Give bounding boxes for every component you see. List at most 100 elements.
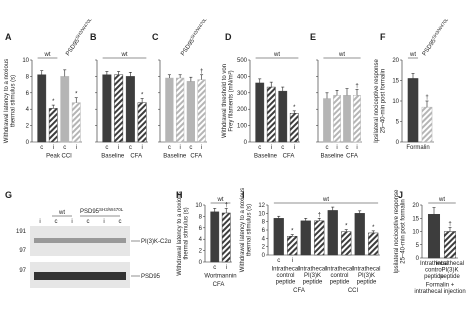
y-tick-label: 20 [392, 58, 399, 64]
band-label: PI(3)K-C2α [141, 239, 172, 245]
lane-label: c [87, 219, 90, 225]
group-label: Intrathecal control peptide [325, 267, 353, 286]
group-label: CFA [190, 154, 202, 160]
y-axis-label: Ipsilateral nociceptive response25–40-mi… [374, 58, 387, 142]
group-label-outer: CFA [293, 288, 305, 294]
bar [221, 212, 231, 263]
lane-label: i [39, 219, 40, 225]
x-tick-label: c [40, 145, 43, 151]
size-marker: 97 [19, 268, 26, 274]
y-tick-label: 500 [237, 58, 248, 64]
bar [314, 220, 325, 256]
x-tick-label: i [53, 145, 54, 151]
y-tick-label: 8 [26, 74, 30, 80]
x-tick-label: Intrathecal PI(3)K peptide [436, 261, 464, 280]
y-axis-label-line: thermal stimulus (s) [184, 207, 190, 259]
group-label: Intrathecal PI(3)K peptide [298, 267, 326, 286]
y-tick-label: 0 [199, 260, 203, 266]
lane-label: i [103, 219, 104, 225]
y-tick-label: 8 [199, 214, 203, 220]
group-header: wt [409, 52, 416, 58]
x-tick-label: c [326, 145, 329, 151]
y-tick-label: 4 [262, 236, 266, 242]
x-tick-label: i [118, 145, 119, 151]
x-tick-label: c [258, 145, 261, 151]
panel-letter: I [242, 190, 245, 200]
bar [353, 95, 361, 143]
bar [114, 74, 124, 143]
bar [71, 102, 81, 143]
bar [266, 86, 276, 143]
y-axis-label-line: Frey filaments (mN/m²) [229, 70, 235, 131]
y-tick-label: 300 [237, 91, 248, 97]
y-axis-label-line: Ipsilateral nociceptive response [374, 58, 380, 142]
panel-letter: E [310, 32, 316, 42]
group-label-line: peptide [303, 280, 323, 286]
significance-marker: * [75, 92, 78, 98]
bar [323, 98, 331, 143]
x-tick-label-line: peptide [440, 274, 460, 280]
y-tick-label: 100 [237, 124, 248, 130]
y-axis-label-line: Withdrawal latency to a noxious [4, 59, 10, 143]
y-tick-label: 400 [237, 74, 248, 80]
blot-header: wt [58, 210, 65, 216]
panel-letter: G [5, 190, 12, 200]
y-tick-label: 0 [396, 140, 400, 146]
y-axis-label: Ipsilateral nociceptive response25–40-mi… [394, 189, 407, 273]
blot-header: PSD95SH3/W470L [80, 207, 124, 215]
bar [197, 79, 206, 143]
size-marker: 191 [16, 229, 27, 235]
bar [102, 74, 112, 143]
group-label: CFA [130, 154, 142, 160]
size-marker: 97 [19, 248, 26, 254]
x-tick-label: i [76, 145, 77, 151]
significance-marker: † [225, 202, 228, 208]
significance-marker: * [291, 229, 294, 235]
group-header-text: PSD95 [65, 38, 81, 58]
y-axis-label-line: 25–40-min post formalin [381, 69, 387, 133]
x-tick-label: i [179, 145, 180, 151]
panel-letter: H [176, 190, 183, 200]
y-axis-label: Withdrawal latency to a noxiousthermal s… [4, 59, 17, 143]
bar [287, 236, 298, 256]
band-label: PSD95 [141, 274, 161, 280]
group-header: wt [217, 197, 224, 203]
lane-label: c [119, 219, 122, 225]
y-tick-label: 4 [199, 237, 203, 243]
bar [368, 232, 379, 256]
significance-marker: * [293, 105, 296, 111]
y-tick-label: 0 [416, 256, 420, 262]
group-label: Baseline [320, 154, 344, 160]
y-axis-label-line: Withdrawal latency to a noxious [177, 191, 183, 275]
bar [176, 77, 185, 143]
y-tick-label: 5 [396, 120, 400, 126]
panel-letter: B [90, 32, 97, 42]
x-tick-label: i [292, 258, 293, 264]
y-tick-label: 10 [258, 211, 265, 217]
y-axis-label-line: Withdrawal latency to a noxious [240, 188, 246, 272]
group-label: Baseline [101, 154, 125, 160]
group-header: wt [273, 52, 280, 58]
group-label: Intrathecal control peptide [271, 267, 299, 286]
group-label: Baseline [254, 154, 278, 160]
x-tick-label: i [356, 145, 357, 151]
x-axis-label: CFA [213, 282, 225, 288]
panel-letter: A [5, 32, 12, 42]
bar [443, 231, 457, 259]
y-tick-label: 6 [262, 228, 266, 234]
significance-marker: † [448, 222, 451, 228]
x-axis-label-line: intrathecal injection [414, 289, 465, 295]
x-axis-label-line: Formalin + [426, 283, 455, 289]
group-label-line: peptide [276, 280, 296, 286]
y-axis-label-line: Ipsilateral nociceptive response [394, 189, 400, 273]
bar [341, 231, 352, 256]
y-tick-label: 10 [392, 99, 399, 105]
y-axis-label: Withdrawal latency to a noxiousthermal s… [240, 188, 253, 272]
panel-letter: C [152, 32, 159, 42]
x-tick-label-line: Intrathecal [436, 261, 464, 267]
group-label: Peak CCI [46, 154, 72, 160]
significance-marker: † [355, 84, 358, 90]
x-tick-label-line: control [425, 268, 443, 274]
y-tick-label: 200 [237, 107, 248, 113]
group-label-line: control [276, 273, 294, 279]
